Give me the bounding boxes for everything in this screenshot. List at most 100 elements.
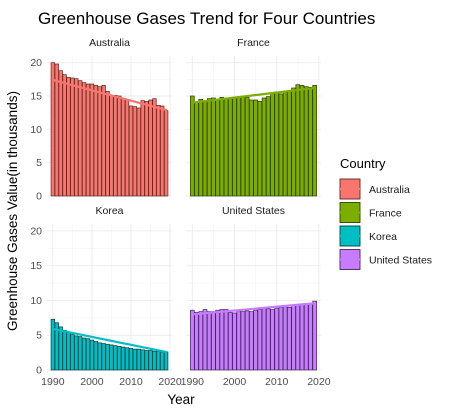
bar-korea-1998 [82, 338, 86, 370]
bar-australia-2010 [129, 106, 133, 196]
bar-united-states-2016 [300, 305, 304, 370]
bar-korea-2002 [98, 343, 102, 370]
bar-korea-2010 [129, 348, 133, 370]
bar-france-2007 [262, 98, 266, 196]
legend-label-france: France [369, 208, 402, 220]
bar-australia-1990 [51, 63, 55, 196]
bar-united-states-2013 [287, 307, 291, 370]
bar-united-states-2010 [275, 308, 279, 370]
bar-france-1995 [211, 98, 215, 196]
bar-australia-1998 [82, 83, 86, 196]
bar-australia-2008 [121, 99, 125, 196]
bar-australia-1999 [86, 84, 90, 196]
bar-united-states-1992 [199, 312, 203, 370]
bar-united-states-1995 [211, 312, 215, 370]
y-tick-label-15: 15 [30, 91, 42, 103]
bar-korea-1993 [63, 330, 67, 370]
x-tick-label-2010: 2010 [119, 376, 143, 388]
bar-australia-2012 [137, 108, 141, 196]
bar-united-states-2000 [233, 313, 237, 370]
bar-france-1997 [220, 97, 224, 196]
bar-korea-2011 [133, 349, 137, 370]
legend: Country Australia France Korea United State… [340, 156, 432, 270]
bar-australia-1991 [55, 64, 59, 196]
bar-australia-2003 [102, 85, 106, 196]
bar-australia-2014 [145, 101, 149, 196]
y-axis-title: Greenhouse Gases Value(in thousands) [5, 91, 20, 331]
bar-korea-2000 [90, 340, 94, 370]
bar-australia-1993 [63, 75, 67, 196]
bar-france-2002 [241, 97, 245, 196]
bar-united-states-1997 [220, 310, 224, 370]
bar-united-states-2019 [313, 301, 317, 370]
bar-australia-2000 [90, 84, 94, 196]
bar-korea-2019 [164, 352, 168, 370]
bar-united-states-1998 [224, 310, 228, 370]
bar-korea-1999 [86, 339, 90, 370]
bar-united-states-2015 [296, 305, 300, 370]
y-tick-label-0: 0 [36, 365, 42, 377]
chart-title: Greenhouse Gases Trend for Four Countrie… [38, 9, 375, 28]
bar-france-2008 [266, 97, 270, 196]
bar-korea-2018 [160, 352, 164, 370]
bar-france-2017 [304, 87, 308, 196]
facet-panels: Australia 0 5 10 15 20 France Korea 0 5 10 15 20 1990… [30, 37, 330, 388]
legend-item-france: France [340, 203, 402, 223]
legend-item-united-states: United States [340, 250, 432, 270]
bar-france-2001 [237, 97, 241, 196]
bar-australia-2011 [133, 107, 137, 196]
strip-label-australia: Australia [89, 37, 130, 49]
x-tick-label-2020: 2020 [307, 376, 331, 388]
bar-united-states-1999 [228, 312, 232, 370]
bar-australia-2019 [164, 111, 168, 196]
legend-label-korea: Korea [369, 231, 397, 243]
bar-korea-2012 [137, 349, 141, 370]
bar-korea-2005 [110, 345, 114, 370]
legend-item-korea: Korea [340, 226, 397, 246]
bar-australia-2002 [98, 87, 102, 196]
bar-united-states-2003 [245, 311, 249, 370]
bar-australia-2004 [106, 91, 110, 196]
bar-france-2019 [313, 85, 317, 196]
bar-korea-2013 [141, 350, 145, 370]
bar-united-states-2004 [249, 312, 253, 370]
bar-france-2005 [254, 100, 258, 196]
bar-france-2000 [233, 98, 237, 196]
bar-france-2011 [279, 94, 283, 196]
bar-australia-1992 [59, 71, 63, 196]
bar-france-1998 [224, 99, 228, 196]
y-tick-label-10: 10 [30, 124, 42, 136]
y-tick-label-20: 20 [30, 57, 42, 69]
bar-united-states-2002 [241, 312, 245, 370]
x-tick-label-2000: 2000 [80, 376, 104, 388]
bar-australia-2006 [114, 95, 118, 196]
panel-france: France [186, 37, 321, 196]
bar-australia-2017 [157, 105, 161, 196]
bar-france-2013 [287, 91, 291, 196]
legend-label-united-states: United States [369, 255, 432, 267]
x-tick-label-2020: 2020 [158, 376, 182, 388]
bar-united-states-1996 [216, 310, 220, 370]
bar-france-2014 [292, 88, 296, 196]
bar-australia-2007 [117, 96, 121, 196]
y-tick-label-0: 0 [36, 191, 42, 203]
bar-united-states-2012 [283, 307, 287, 370]
strip-label-korea: Korea [95, 205, 123, 217]
bar-korea-2001 [94, 341, 98, 370]
bar-australia-1997 [78, 81, 82, 196]
bar-france-2009 [271, 93, 275, 196]
legend-item-australia: Australia [340, 179, 410, 199]
bar-france-1999 [228, 99, 232, 196]
x-tick-label-2010: 2010 [265, 376, 289, 388]
bar-france-2006 [258, 101, 262, 196]
bar-korea-2015 [149, 351, 153, 370]
bar-australia-2015 [149, 100, 153, 196]
bar-united-states-2009 [271, 310, 275, 370]
bar-korea-1990 [51, 319, 55, 370]
bar-australia-2013 [141, 101, 145, 196]
bar-korea-2017 [157, 351, 161, 370]
bar-united-states-1991 [195, 312, 199, 370]
y-tick-label-5: 5 [36, 330, 42, 342]
bar-australia-1994 [67, 77, 71, 196]
